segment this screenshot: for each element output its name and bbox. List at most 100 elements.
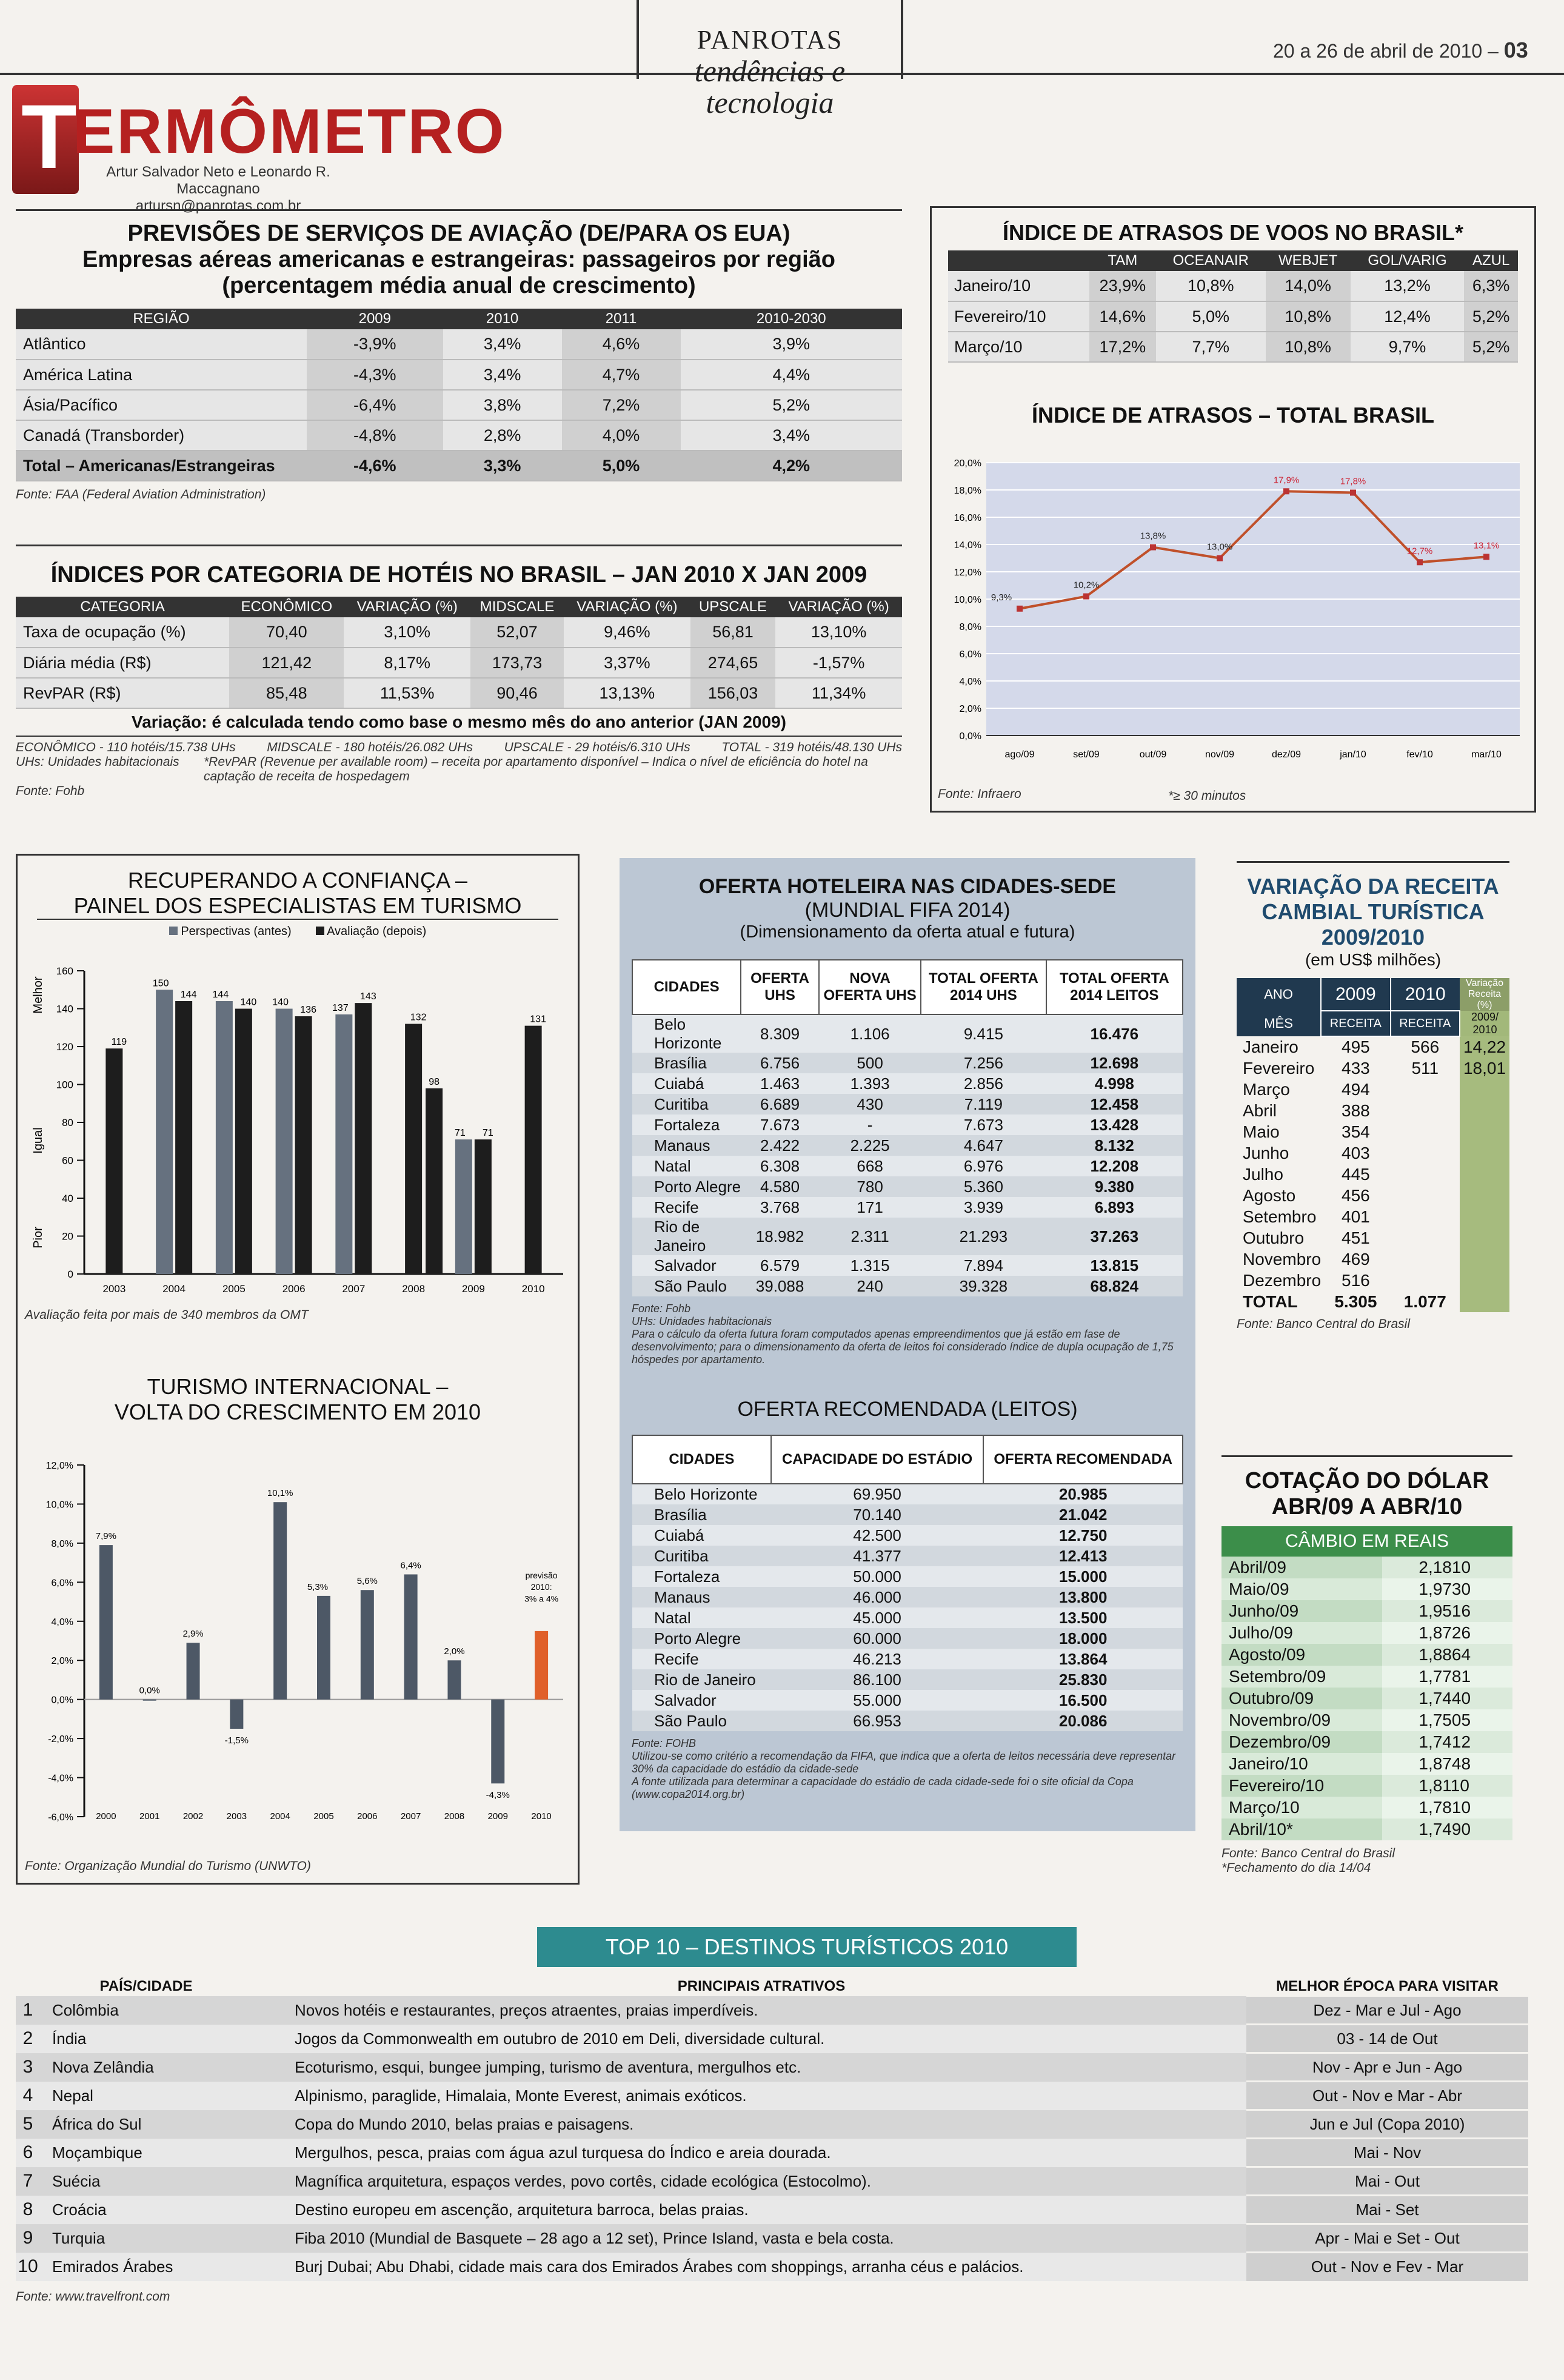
bar (335, 1014, 353, 1274)
data-label: 144 (181, 990, 197, 1000)
forecast-note: 3% a 4% (524, 1594, 558, 1604)
bar (447, 1660, 461, 1700)
data-label: 7,9% (96, 1531, 116, 1541)
table-row: Natal 45.000 13.500 (632, 1607, 1183, 1628)
data-point (1350, 489, 1356, 496)
data-label: 6,4% (401, 1560, 421, 1570)
bar (404, 1574, 418, 1700)
x-tick-label: fev/10 (1406, 749, 1433, 760)
table-row: Outubro 451 (1237, 1227, 1509, 1249)
table-row: Fortaleza 50.000 15.000 (632, 1566, 1183, 1587)
x-tick-label: out/09 (1140, 749, 1167, 760)
dollar-table: Abril/09 2,1810 Maio/09 1,9730 Junho/09 1,951… (1221, 1557, 1512, 1840)
y-axis-label: Igual (32, 1127, 45, 1153)
table-row: Recife 46.213 13.864 (632, 1649, 1183, 1669)
x-tick-label: 2003 (102, 1283, 125, 1295)
x-tick-label: 2007 (401, 1811, 421, 1822)
bar (317, 1595, 330, 1700)
bar (142, 1699, 156, 1701)
hotels-table: CATEGORIA ECONÔMICO VARIAÇÃO (%) MIDSCALE VA… (16, 597, 902, 709)
x-tick-label: 2010 (522, 1283, 545, 1295)
y-tick-label: 8,0% (52, 1539, 73, 1549)
table-row: Salvador 55.000 16.500 (632, 1690, 1183, 1711)
data-label: 140 (272, 997, 289, 1008)
table-row: Dezembro 516 (1237, 1270, 1509, 1291)
table-row: São Paulo 39.088 240 39.328 68.824 (632, 1276, 1183, 1296)
table-row: Diária média (R$) 121,42 8,17% 173,73 3,37% 2… (16, 648, 902, 679)
revenue-box: VARIAÇÃO DA RECEITA CAMBIAL TURÍSTICA 20… (1237, 861, 1509, 1332)
x-tick-label: nov/09 (1205, 749, 1234, 760)
y-tick-label: 4,0% (960, 677, 981, 687)
y-tick-label: 120 (56, 1041, 73, 1053)
section-logo: T ERMÔMETRO Artur Salvador Neto e Leonar… (12, 85, 504, 214)
y-tick-label: 60 (62, 1155, 73, 1167)
table-row: Janeiro 495 566 14,22 (1237, 1036, 1509, 1058)
data-label: 71 (483, 1128, 493, 1138)
table-row: Taxa de ocupação (%) 70,40 3,10% 52,07 9,46%… (16, 617, 902, 648)
data-point (1150, 544, 1156, 551)
data-label: 119 (112, 1037, 127, 1047)
bar (524, 1025, 542, 1274)
supply-box: OFERTA HOTELEIRA NAS CIDADES-SEDE (MUNDI… (620, 858, 1195, 1831)
data-label: 9,3% (991, 592, 1012, 603)
x-tick-label: set/09 (1073, 749, 1100, 760)
table-row: Ásia/Pacífico -6,4% 3,8% 7,2% 5,2% (16, 390, 902, 421)
thermometer-icon: T (12, 85, 79, 194)
x-tick-label: dez/09 (1272, 749, 1301, 760)
tourism-bar-chart: -6,0% -4,0% -2,0% 0,0% 2,0% 4,0% 6,0% 8,0% 10,0%… (46, 1461, 563, 1823)
table-row: Porto Alegre 60.000 18.000 (632, 1628, 1183, 1649)
y-tick-label: 20 (62, 1231, 73, 1242)
table-row: 4 Nepal Alpinismo, paraglide, Himalaia, Mo… (16, 2080, 1528, 2110)
table-row: Natal 6.308 668 6.976 12.208 (632, 1156, 1183, 1176)
x-tick-label: 2006 (282, 1283, 306, 1295)
section-title: ERMÔMETRO (73, 96, 506, 167)
data-label: 17,8% (1340, 477, 1366, 487)
x-tick-label: mar/10 (1471, 749, 1502, 760)
authors: Artur Salvador Neto e Leonardo R. Maccag… (106, 164, 330, 214)
table-row: Cuiabá 1.463 1.393 2.856 4.998 (632, 1073, 1183, 1094)
data-label: 0,0% (139, 1686, 160, 1696)
table-row: 3 Nova Zelândia Ecoturismo, esqui, bungee … (16, 2052, 1528, 2082)
table-row: TOTAL 5.305 1.077 (1237, 1291, 1509, 1312)
table-row: Outubro/09 1,7440 (1221, 1688, 1512, 1709)
table-row: Belo Horizonte 8.309 1.106 9.415 16.476 (632, 1014, 1183, 1053)
table-row: RevPAR (R$) 85,48 11,53% 90,46 13,13% 156,03 1… (16, 678, 902, 709)
y-tick-label: 100 (56, 1079, 73, 1091)
table-row: Fortaleza 7.673-7.673 13.428 (632, 1115, 1183, 1135)
bar (474, 1139, 492, 1274)
data-label: 137 (332, 1003, 349, 1013)
aviation-table: REGIÃO 2009 2010 2011 2010-2030 Atlântico -3,… (16, 309, 902, 481)
bar (275, 1008, 293, 1274)
legend-before: Perspectivas (antes) (169, 925, 292, 939)
y-tick-label: 40 (62, 1193, 73, 1204)
x-tick-label: ago/09 (1005, 749, 1035, 760)
table-row: Abril/10* 1,7490 (1221, 1819, 1512, 1840)
x-tick-label: 2003 (227, 1811, 247, 1822)
y-tick-label: -6,0% (48, 1812, 73, 1823)
data-label: 12,7% (1407, 546, 1433, 556)
data-point (1217, 555, 1223, 561)
brand-subtitle: tendências e tecnologia (694, 54, 846, 119)
table-row: 2 Índia Jogos da Commonwealth em outubro d… (16, 2023, 1528, 2053)
data-label: 2,9% (182, 1629, 203, 1639)
legend-after: Avaliação (depois) (315, 925, 426, 939)
data-label: 17,9% (1274, 475, 1300, 485)
table-row: 9 Turquia Fiba 2010 (Mundial de Basquete –… (16, 2223, 1528, 2253)
table-row: Fevereiro/10 14,6% 5,0% 10,8% 12,4% 5,2% (948, 301, 1518, 332)
table-row: Belo Horizonte 69.950 20.985 (632, 1484, 1183, 1504)
table-row: Canadá (Transborder) -4,8% 2,8% 4,0% 3,4% (16, 420, 902, 451)
bar (230, 1699, 244, 1729)
table-row: 7 Suécia Magnífica arquitetura, espaços ve… (16, 2166, 1528, 2196)
data-label: 10,2% (1074, 580, 1100, 591)
bar (360, 1590, 374, 1700)
hotels-box: ÍNDICES POR CATEGORIA DE HOTÉIS NO BRASI… (16, 545, 902, 799)
table-row: Abril 388 (1237, 1100, 1509, 1121)
table-row: Abril/09 2,1810 (1221, 1557, 1512, 1578)
dollar-band: CÂMBIO EM REAIS (1221, 1526, 1512, 1557)
data-point (1017, 605, 1023, 612)
data-label: 140 (241, 997, 257, 1008)
table-row: Março 494 (1237, 1079, 1509, 1100)
table-row: Junho/09 1,9516 (1221, 1600, 1512, 1622)
top10-title: TOP 10 – DESTINOS TURÍSTICOS 2010 (537, 1927, 1077, 1967)
x-tick-label: 2009 (488, 1811, 508, 1822)
